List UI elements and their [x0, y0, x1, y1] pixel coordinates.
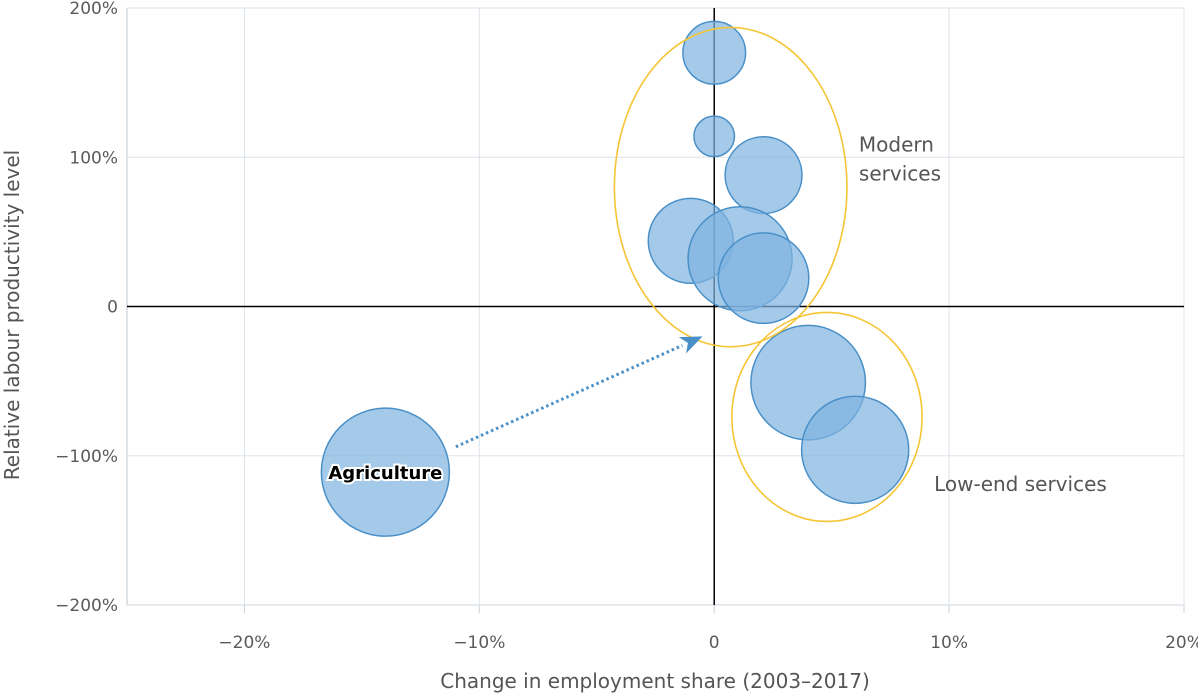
group-ellipse [731, 311, 923, 523]
x-tick-label: 20% [1165, 633, 1198, 653]
group-ellipses: Modern services Low-end services [613, 26, 1107, 523]
bubble [682, 20, 747, 85]
x-tick-label: −20% [218, 633, 270, 653]
bubble-label: Agriculture [328, 463, 442, 484]
x-tick-label: 10% [930, 633, 968, 653]
bubbles: Agriculture [320, 20, 910, 537]
arrow-head [678, 336, 703, 354]
x-axis-title: Change in employment share (2003–2017) [440, 669, 870, 693]
tick-labels: −20% −10% 0 10% 20% −200% −100% 0 100% 200% [55, 0, 1198, 653]
group-ellipse [613, 26, 848, 348]
bubble [693, 115, 736, 158]
y-tick-label: 200% [69, 0, 118, 19]
arrow-layer [455, 336, 703, 449]
y-axis-title: Relative labour productivity level [0, 150, 24, 480]
group-label-line: services [859, 161, 941, 185]
y-tick-label: −200% [55, 596, 118, 616]
bubble [320, 407, 451, 537]
x-tick-label: 0 [709, 633, 720, 653]
group-label-line: Modern [859, 132, 934, 156]
arrow-line [455, 343, 684, 449]
x-tick-label: −10% [453, 633, 505, 653]
bubble [724, 136, 803, 215]
y-tick-label: −100% [55, 447, 118, 467]
group-label: Modern services [859, 132, 941, 185]
zero-lines [127, 8, 1184, 605]
group-label-line: Low-end services [934, 472, 1107, 496]
grid [126, 7, 1185, 613]
y-tick-label: 100% [69, 148, 118, 168]
bubble [717, 232, 810, 325]
bubble [800, 395, 910, 505]
y-tick-label: 0 [107, 298, 118, 318]
group-label: Low-end services [934, 472, 1107, 496]
